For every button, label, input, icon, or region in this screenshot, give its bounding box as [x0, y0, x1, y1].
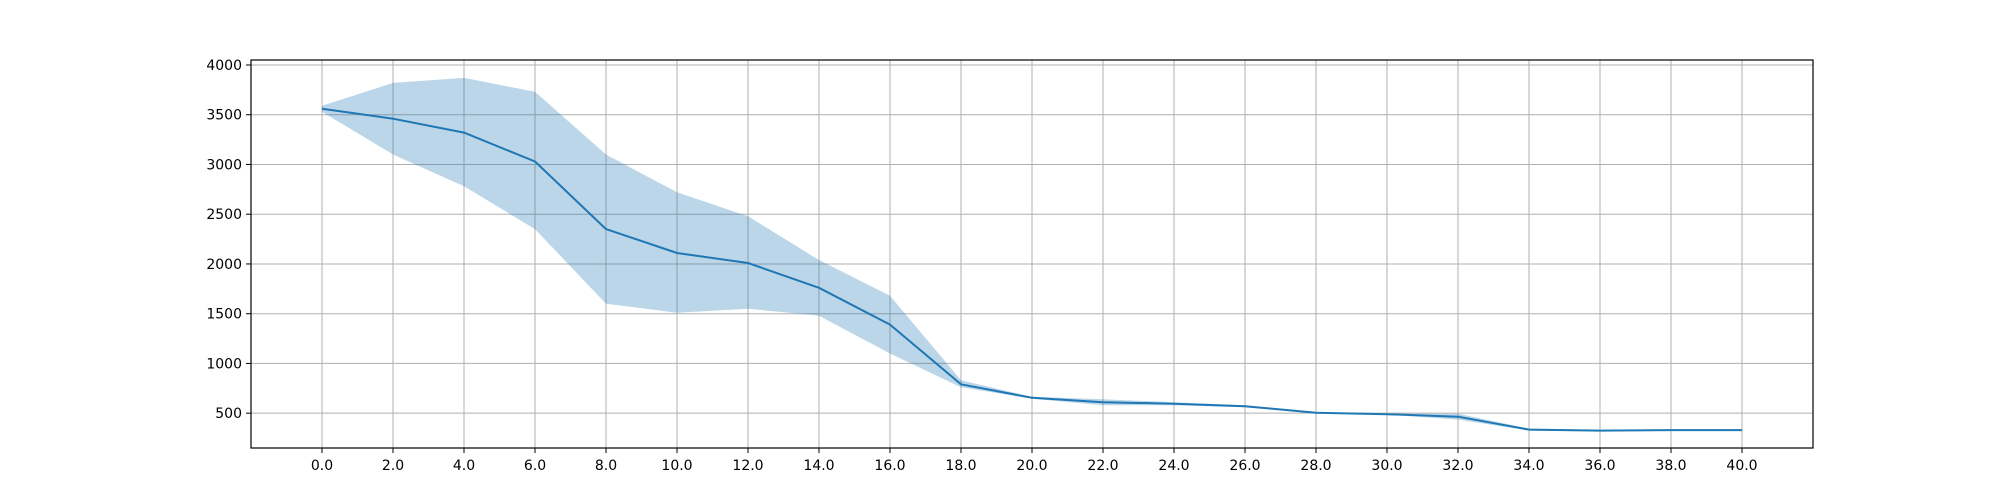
grid [251, 60, 1813, 448]
x-tick-label: 26.0 [1229, 458, 1260, 474]
x-tick-label: 40.0 [1726, 458, 1757, 474]
x-tick-label: 38.0 [1655, 458, 1686, 474]
x-tick-label: 8.0 [595, 458, 617, 474]
x-tick-label: 12.0 [732, 458, 763, 474]
x-tick-label: 34.0 [1513, 458, 1544, 474]
x-axis: 0.0 2.0 4.0 6.0 8.0 10.0 12.0 14.0 16.0 18.0 20.0 2… [311, 448, 1758, 474]
y-tick-label: 500 [215, 406, 242, 422]
y-tick-label: 1500 [206, 307, 242, 323]
confidence-band [322, 77, 1742, 432]
x-tick-label: 16.0 [874, 458, 905, 474]
x-tick-label: 20.0 [1016, 458, 1047, 474]
x-tick-label: 22.0 [1087, 458, 1118, 474]
y-axis: 500 1000 1500 2000 2500 3000 3500 4000 [206, 58, 251, 422]
y-tick-label: 2000 [206, 257, 242, 273]
y-tick-label: 3500 [206, 108, 242, 124]
x-tick-label: 14.0 [803, 458, 834, 474]
x-tick-label: 6.0 [524, 458, 546, 474]
x-tick-label: 32.0 [1442, 458, 1473, 474]
x-tick-label: 2.0 [382, 458, 404, 474]
x-tick-label: 18.0 [945, 458, 976, 474]
x-tick-label: 30.0 [1371, 458, 1402, 474]
x-tick-label: 24.0 [1158, 458, 1189, 474]
x-tick-label: 0.0 [311, 458, 333, 474]
mean-line [321, 107, 1742, 432]
x-tick-label: 4.0 [453, 458, 475, 474]
x-tick-label: 10.0 [661, 458, 692, 474]
x-tick-label: 28.0 [1300, 458, 1331, 474]
y-tick-label: 4000 [206, 58, 242, 74]
y-tick-label: 3000 [206, 157, 242, 173]
x-tick-label: 36.0 [1584, 458, 1615, 474]
y-tick-label: 2500 [206, 207, 242, 223]
y-tick-label: 1000 [206, 356, 242, 372]
